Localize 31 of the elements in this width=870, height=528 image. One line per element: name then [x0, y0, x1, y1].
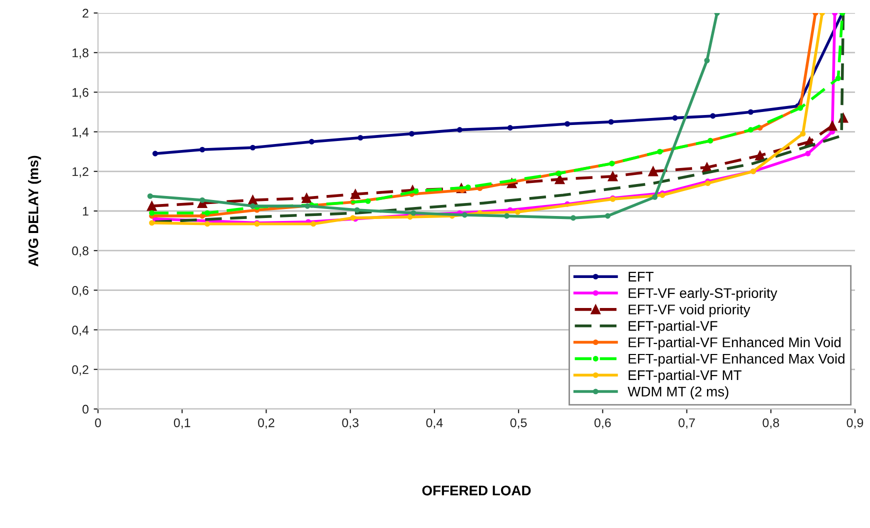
legend-label: EFT — [628, 272, 654, 282]
x-tick-label: 0,2 — [258, 418, 274, 429]
y-tick-label: 1,4 — [72, 128, 89, 138]
legend-label: EFT-partial-VF Enhanced Max Void — [628, 353, 844, 366]
y-tick-label: 1,8 — [72, 48, 88, 59]
y-tick-label: 2 — [82, 8, 88, 18]
legend-label: EFT-VF early-ST-priority — [628, 288, 778, 301]
x-axis-title: OFFERED LOAD — [422, 486, 531, 496]
legend-label: EFT-partial-VF Enhanced Min Void — [628, 337, 841, 350]
x-tick-label: 0,4 — [426, 418, 443, 429]
x-tick-label: 0 — [95, 418, 101, 428]
y-tick-label: 0,4 — [72, 326, 89, 336]
y-tick-label: 1 — [82, 206, 88, 216]
legend-label: WDM MT (2 ms) — [628, 386, 728, 400]
legend-label: EFT-partial-VF MT — [628, 370, 742, 383]
x-tick-label: 0,7 — [678, 418, 695, 429]
y-tick-label: 0,8 — [72, 246, 88, 257]
y-tick-label: 0 — [82, 404, 88, 414]
y-tick-label: 0,6 — [72, 286, 88, 296]
legend-label: EFT-VF void priority — [628, 304, 750, 318]
x-tick-label: 0,3 — [342, 418, 358, 429]
y-tick-label: 1,2 — [72, 167, 88, 178]
y-tick-label: 1,6 — [72, 88, 88, 98]
x-tick-label: 0,1 — [174, 418, 190, 429]
y-axis-title: AVG DELAY (ms) — [28, 156, 42, 266]
legend-label: EFT-partial-VF — [628, 320, 718, 334]
y-tick-label: 0,2 — [72, 365, 88, 376]
x-tick-label: 0,8 — [762, 418, 780, 429]
x-tick-label: 0,6 — [594, 418, 611, 429]
x-tick-label: 0,5 — [510, 418, 527, 429]
x-tick-label: 0,9 — [846, 418, 864, 429]
